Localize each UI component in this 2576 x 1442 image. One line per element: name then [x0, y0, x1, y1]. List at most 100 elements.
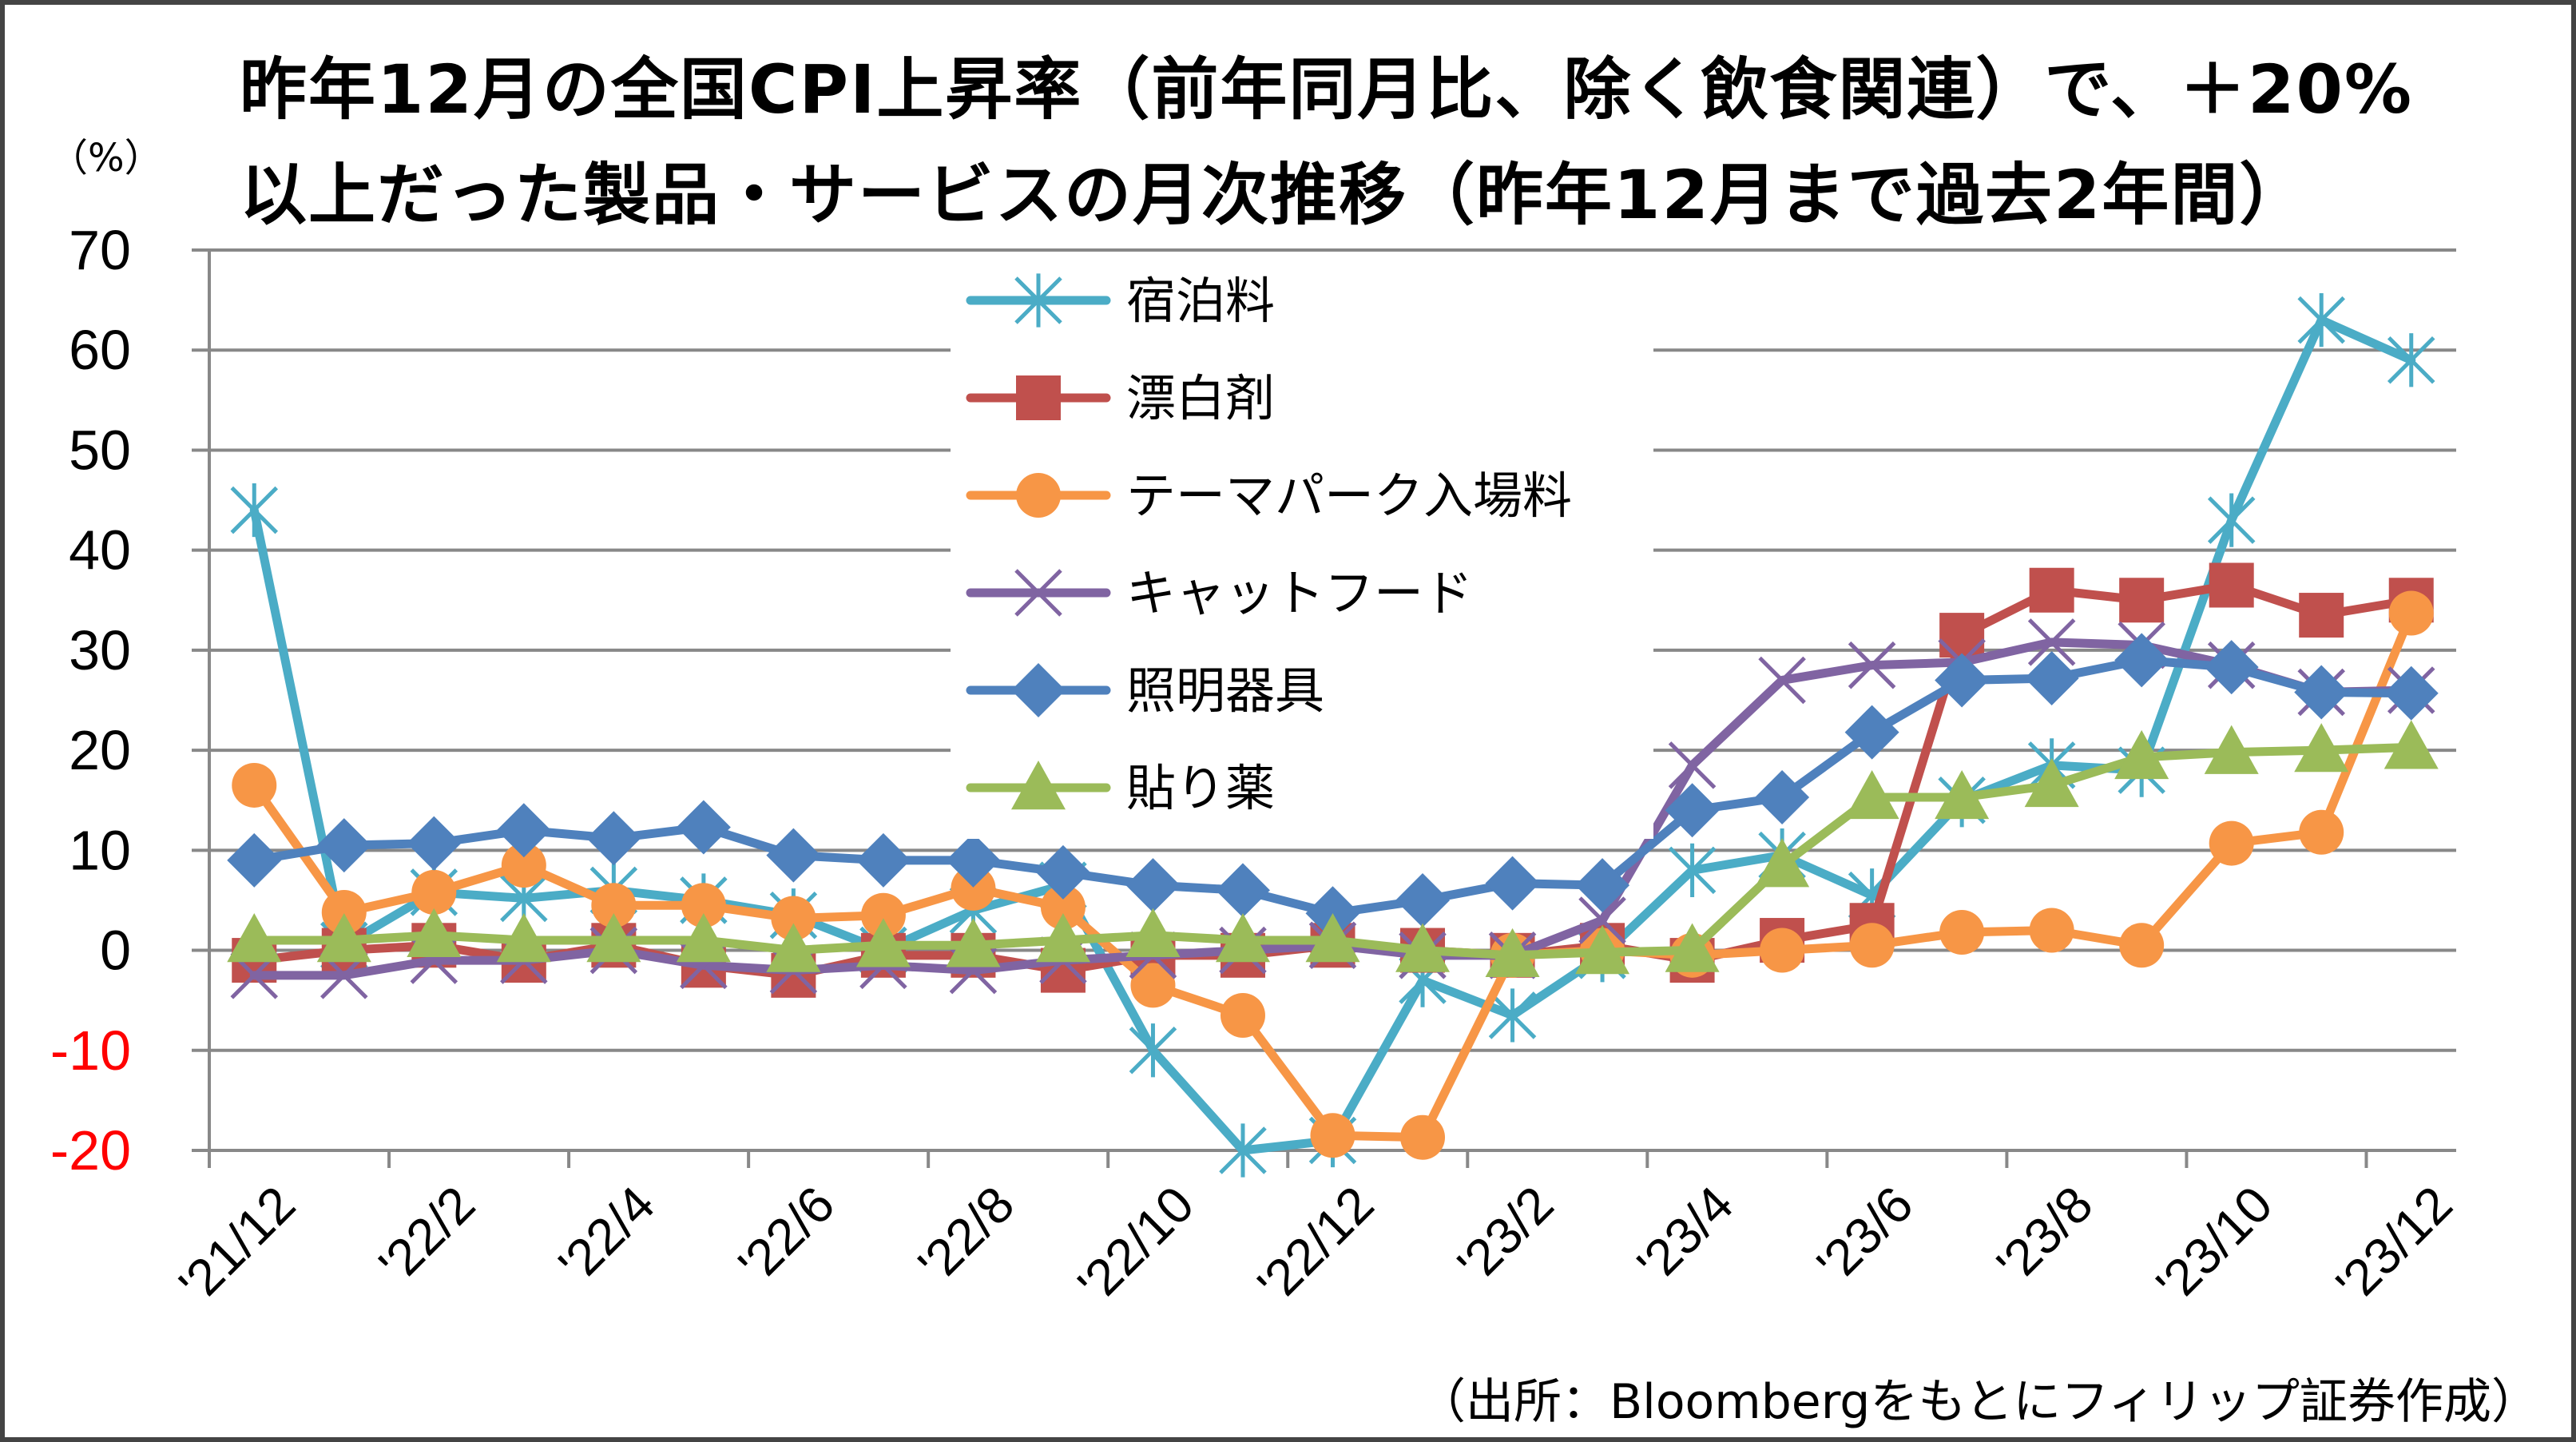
data-point-diamond	[855, 832, 911, 888]
data-point-diamond	[676, 800, 731, 855]
x-tick-label: '23/2	[1447, 1175, 1565, 1293]
legend-entry: 照明器具	[966, 661, 1324, 720]
data-point-square	[2299, 593, 2344, 638]
data-point-circle	[1939, 910, 1985, 955]
x-tick-labels: '21/12 '22/2 '22/4 '22/6 '22/8 '22/10 '22/12 '2…	[168, 1175, 2463, 1313]
y-tick-label: 60	[69, 319, 131, 381]
data-point-triangle	[2024, 757, 2079, 808]
data-point-diamond	[2294, 665, 2349, 720]
legend-label: キャットフード	[1126, 564, 1473, 622]
data-point-triangle	[1575, 925, 1630, 975]
data-point-circle	[1040, 884, 1086, 930]
data-point-triangle	[2114, 729, 2169, 780]
data-point-circle	[2388, 590, 2434, 636]
x-tick-label: '22/12	[1247, 1175, 1385, 1313]
data-point-diamond	[586, 811, 641, 866]
x-stroke	[2027, 618, 2076, 666]
y-tick-label: 0	[100, 920, 131, 982]
x-tick-label: '22/2	[368, 1175, 486, 1293]
data-point-circle	[1400, 1114, 1446, 1160]
data-point-circle	[2119, 923, 2165, 968]
legend-entry: 漂白剤	[966, 369, 1275, 427]
y-tick-label: -20	[50, 1119, 131, 1182]
data-point-triangle	[586, 913, 641, 963]
data-point-star	[2387, 333, 2435, 387]
data-point-diamond	[1485, 856, 1540, 911]
legend-label: 宿泊料	[1126, 272, 1275, 330]
data-point-circle	[2299, 809, 2344, 855]
data-point-star	[1488, 988, 1537, 1043]
x-tick-label: '23/4	[1626, 1175, 1744, 1293]
data-point-circle	[1760, 928, 1805, 973]
data-point-x	[1758, 656, 1806, 705]
data-point-triangle	[1844, 769, 1899, 820]
x-tick-label: '23/12	[2325, 1175, 2463, 1313]
x-tick-label: '23/10	[2145, 1175, 2284, 1313]
data-point-triangle	[855, 918, 911, 967]
data-point-star	[2207, 493, 2256, 547]
data-point-circle	[1130, 963, 1176, 1008]
data-point-diamond	[407, 816, 462, 871]
data-point-x	[1668, 741, 1717, 789]
data-point-circle	[681, 883, 726, 928]
data-point-x	[1578, 896, 1626, 944]
data-point-square	[2029, 567, 2074, 613]
data-point-circle	[591, 883, 637, 928]
data-point-circle	[1016, 473, 1061, 518]
data-point-diamond	[1125, 858, 1181, 913]
y-tick-label: 50	[69, 419, 131, 481]
data-point-diamond	[316, 818, 371, 873]
legend-label: 漂白剤	[1126, 369, 1275, 427]
data-point-star	[1219, 1123, 1267, 1178]
data-point-diamond	[227, 832, 282, 888]
data-point-circle	[1220, 992, 1265, 1038]
data-point-triangle	[1665, 923, 1720, 972]
data-point-triangle	[227, 913, 282, 963]
data-point-square	[2119, 578, 2165, 623]
data-point-triangle	[1935, 769, 1990, 820]
series-lines	[227, 293, 2439, 1178]
title-line-2: 以上だった製品・サービスの月次推移（昨年12月まで過去2年間）	[240, 156, 2308, 234]
x-tick-label: '22/10	[1067, 1175, 1205, 1313]
data-point-triangle	[1035, 913, 1090, 963]
data-point-triangle	[1125, 908, 1181, 957]
data-point-x	[2027, 618, 2076, 666]
y-axis-unit-label: （%）	[50, 136, 163, 181]
x-stroke	[1014, 569, 1062, 617]
legend-label: 照明器具	[1126, 661, 1324, 720]
y-tick-labels: 70 60 50 40 30 20 10 0 -10 -20	[50, 219, 131, 1182]
data-point-triangle	[1755, 838, 1810, 888]
data-point-diamond	[2383, 665, 2439, 721]
data-point-diamond	[1215, 863, 1270, 918]
data-point-triangle	[496, 913, 551, 963]
data-point-diamond	[766, 828, 821, 883]
data-point-triangle	[1395, 923, 1451, 972]
data-point-diamond	[496, 803, 551, 858]
data-point-circle	[860, 892, 906, 938]
y-tick-label: 20	[69, 719, 131, 781]
data-point-diamond	[2024, 650, 2079, 705]
y-tick-label: 40	[69, 519, 131, 582]
data-point-circle	[411, 869, 457, 915]
data-point-diamond	[1935, 653, 1990, 708]
data-point-circle	[2029, 908, 2074, 953]
data-point-circle	[321, 889, 367, 935]
y-tick-label: -10	[50, 1019, 131, 1082]
data-point-diamond	[2204, 640, 2259, 695]
title-line-1: 昨年12月の全国CPI上昇率（前年同月比、除く飲食関連）で、＋20%	[240, 50, 2414, 129]
data-point-triangle	[766, 923, 821, 972]
data-point-diamond	[1665, 783, 1720, 838]
legend-entry: 貼り薬	[966, 759, 1275, 817]
y-tick-label: 30	[69, 619, 131, 681]
data-point-diamond	[1755, 769, 1810, 824]
data-point-triangle	[407, 908, 462, 957]
data-point-square	[1939, 613, 1985, 658]
data-point-triangle	[676, 913, 731, 963]
data-point-circle	[501, 843, 546, 888]
legend-background	[951, 254, 1653, 839]
x-stroke	[1578, 896, 1626, 944]
data-point-star	[1129, 1023, 1177, 1078]
data-point-triangle	[1485, 928, 1540, 978]
